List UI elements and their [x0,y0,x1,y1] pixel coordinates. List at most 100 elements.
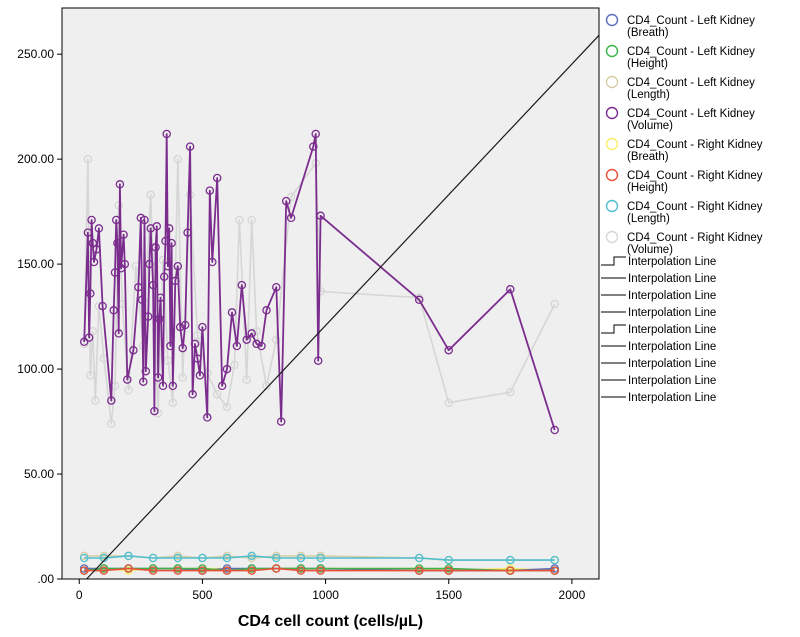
data-point [230,360,239,370]
data-point [124,564,133,573]
legend-label: CD4_Count - Left Kidney [627,15,755,27]
data-point [281,196,291,206]
data-point [203,413,212,422]
data-point [99,553,109,563]
legend-line-label: Interpolation Line [628,375,716,387]
data-point [212,390,222,399]
data-point [159,272,169,281]
legend-item: CD4_Count - Right Kidney(Length) [605,199,763,225]
data-point [158,381,168,391]
data-point [414,553,424,563]
data-point [124,385,133,395]
data-point [79,553,89,563]
data-point [313,356,323,365]
legend-item: CD4_Count - Left Kidney(Length) [605,75,755,101]
data-point [83,228,93,237]
data-point [152,222,162,231]
data-point [166,341,175,351]
data-point [193,354,202,363]
data-point [212,173,222,183]
data-point [227,308,237,317]
legend-label: (Volume) [627,120,673,132]
data-point [173,553,183,563]
legend-item: CD4_Count - Right Kidney(Volume) [605,230,763,256]
data-point [119,230,128,239]
data-point [242,335,251,344]
data-point [92,245,101,254]
legend-line-item: Interpolation Line [601,375,716,387]
data-point [141,366,151,376]
data-point [163,261,173,271]
data-point [198,553,207,563]
data-point [84,333,94,342]
x-tick-label: 1000 [312,588,339,602]
data-point [316,553,325,563]
legend-item: CD4_Count - Right Kidney(Height) [605,168,763,194]
series-line [84,567,555,572]
x-tick-label: 1500 [435,588,462,602]
legend-line-item: Interpolation Line [601,324,716,336]
x-tick-label: 2000 [559,588,586,602]
data-point [444,555,453,565]
data-point [217,381,227,391]
legend-item: CD4_Count - Left Kidney(Breath) [605,13,755,39]
data-point [173,154,183,164]
data-point [113,238,122,248]
data-point [316,566,325,575]
legend-item: CD4_Count - Right Kidney(Breath) [605,137,763,163]
data-point [111,215,121,225]
legend-line-item: Interpolation Line [601,392,716,404]
data-point [316,211,325,221]
data-point [198,322,207,332]
data-point [151,243,160,252]
legend-line-item: Interpolation Line [601,307,716,319]
data-point [140,215,149,225]
data-point [247,566,256,575]
data-point [145,259,154,269]
y-tick-label: 100.00 [17,362,54,376]
data-point [296,553,306,563]
reference-line [86,34,600,580]
data-point [171,276,180,286]
series-line [83,133,556,431]
legend-marker [605,13,619,27]
data-point [506,555,515,565]
data-point [87,215,96,225]
data-point [98,301,107,311]
data-point [99,566,109,575]
legend-marker [605,168,619,182]
data-point [88,238,98,248]
legend-line-label: Interpolation Line [628,341,716,353]
legend-line-label: Interpolation Line [628,392,716,404]
data-point [129,345,138,355]
data-point [120,259,130,269]
data-point [506,566,515,575]
data-point [185,142,195,151]
data-point [163,356,173,365]
data-point [272,553,281,563]
y-tick-label: 50.00 [24,467,54,481]
data-point [252,327,261,336]
data-point [188,390,197,399]
data-point [162,129,171,139]
data-point [232,341,242,351]
series-line [84,555,555,561]
data-point [94,224,104,233]
data-point [146,190,155,200]
data-point [158,255,168,265]
legend-line-label: Interpolation Line [628,256,716,268]
legend-line-label: Interpolation Line [628,290,716,302]
data-point [178,373,187,382]
data-point [155,314,164,323]
legend-label: (Breath) [627,27,669,39]
plot-area [62,8,599,579]
data-point [143,312,153,321]
data-point [252,339,261,349]
data-point [205,186,215,195]
data-point [148,553,158,563]
data-point [164,224,174,233]
data-point [235,215,244,225]
legend-label: CD4_Count - Right Kidney [627,139,763,151]
legend-marker [605,106,619,120]
data-point [247,551,256,561]
